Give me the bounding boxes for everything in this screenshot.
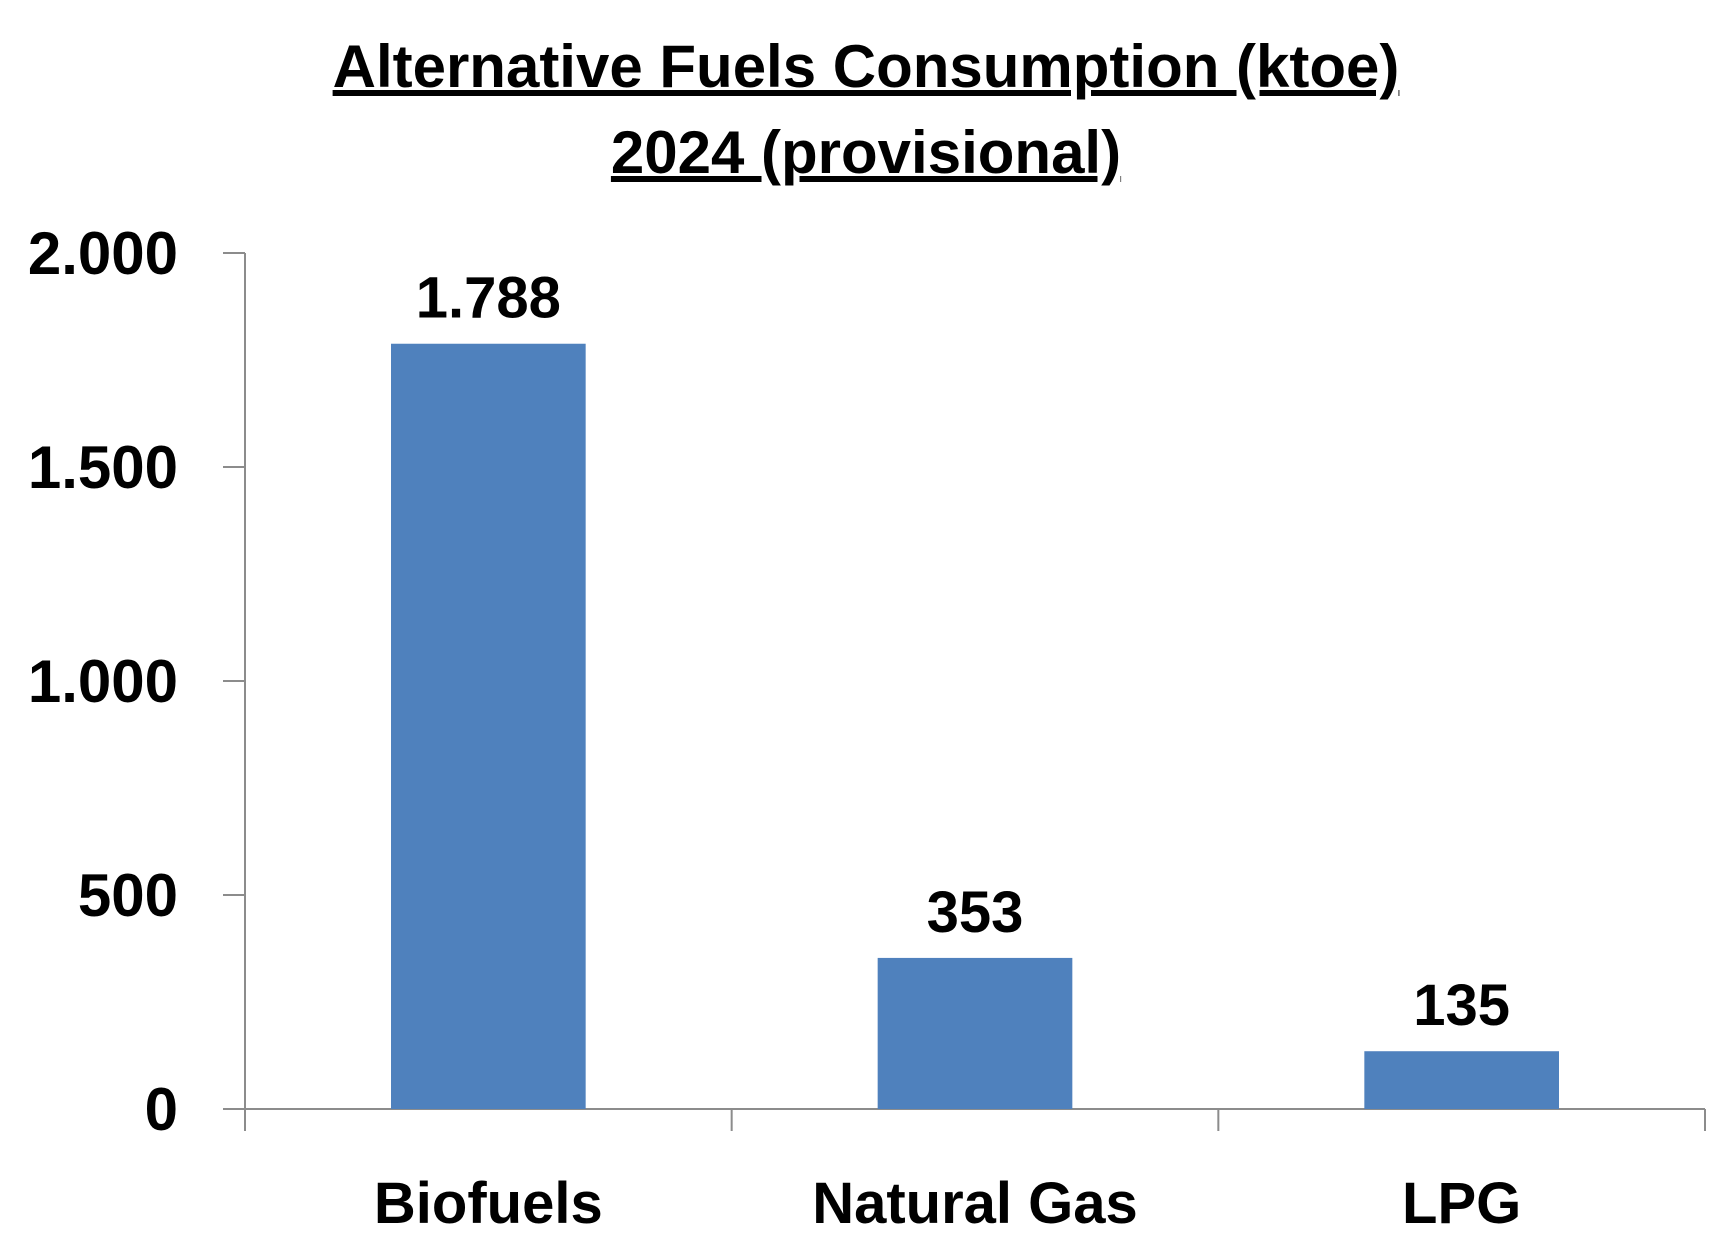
y-tick-label: 1.500 bbox=[28, 434, 178, 501]
x-category-label: Biofuels bbox=[374, 1171, 603, 1236]
y-axis: 0 500 1.000 1.500 2.000 bbox=[28, 220, 246, 1143]
x-axis: Biofuels Natural Gas LPG bbox=[244, 1108, 1706, 1236]
y-tick-label: 0 bbox=[145, 1076, 178, 1143]
bar bbox=[877, 957, 1073, 1109]
bar-value-label: 135 bbox=[1413, 973, 1510, 1038]
data-labels: 1.788 353 135 bbox=[416, 266, 1510, 1038]
chart-title-line-2: 2024 (provisional) bbox=[611, 119, 1121, 186]
x-category-label: Natural Gas bbox=[812, 1171, 1138, 1236]
y-tick-label: 1.000 bbox=[28, 648, 178, 715]
bar-value-label: 353 bbox=[927, 880, 1024, 945]
bar bbox=[1364, 1051, 1559, 1109]
chart-title: Alternative Fuels Consumption (ktoe) 202… bbox=[333, 33, 1400, 186]
x-category-label: LPG bbox=[1402, 1171, 1521, 1236]
y-tick-label: 500 bbox=[78, 862, 178, 929]
y-tick-label: 2.000 bbox=[28, 220, 178, 287]
bar-value-label: 1.788 bbox=[416, 266, 561, 331]
bar-series bbox=[391, 343, 1559, 1110]
bar bbox=[391, 343, 586, 1110]
chart-title-line-1: Alternative Fuels Consumption (ktoe) bbox=[333, 33, 1400, 100]
